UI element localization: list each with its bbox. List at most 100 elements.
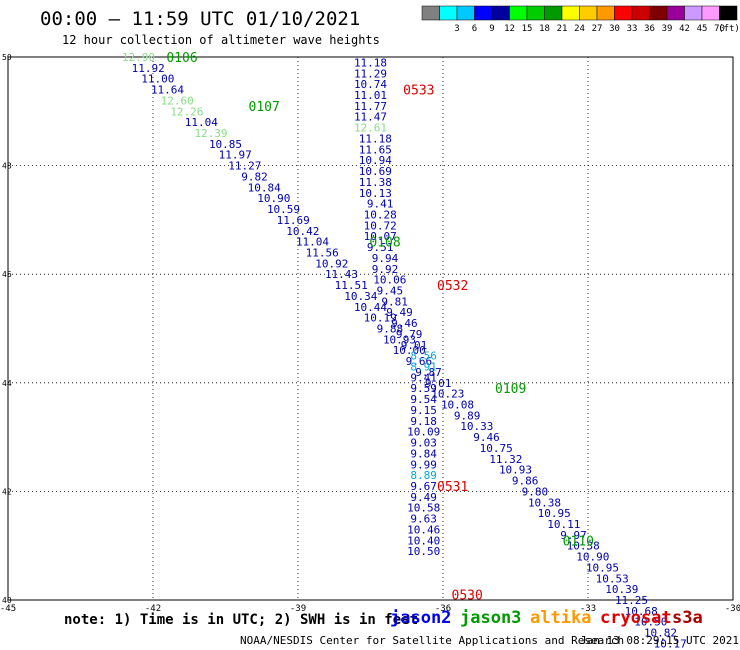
colorbar-swatch bbox=[614, 5, 633, 21]
colorbar-tick-label: 12 bbox=[504, 24, 515, 34]
y-tick-label: 42 bbox=[2, 487, 12, 496]
wave-height-point: 10.93 bbox=[499, 464, 532, 477]
colorbar-swatch bbox=[719, 5, 738, 21]
wave-height-point: 9.87 bbox=[415, 366, 442, 379]
colorbar-tick-label: 3 bbox=[454, 24, 459, 34]
wave-height-point: 11.18 bbox=[359, 132, 392, 145]
colorbar-swatch bbox=[491, 5, 510, 21]
wave-height-point: 12.39 bbox=[194, 127, 227, 140]
wave-height-point: 10.33 bbox=[460, 420, 493, 433]
wave-height-point: 10.40 bbox=[663, 648, 696, 650]
colorbar-swatch bbox=[666, 5, 685, 21]
wave-height-point: 9.41 bbox=[410, 371, 437, 384]
pass-time-label: 0532 bbox=[437, 279, 468, 294]
x-tick-label: -39 bbox=[290, 604, 306, 614]
wave-height-point: 9.46 bbox=[473, 431, 500, 444]
wave-height-point: 12.60 bbox=[161, 94, 194, 107]
colorbar-tick-label: 24 bbox=[574, 24, 585, 34]
wave-height-point: 9.46 bbox=[391, 317, 418, 330]
wave-height-point: 9.45 bbox=[377, 284, 404, 297]
wave-height-point: 10.72 bbox=[364, 219, 397, 232]
wave-height-point: 10.90 bbox=[257, 192, 290, 205]
wave-height-point: 11.65 bbox=[359, 143, 392, 156]
wave-height-point: 11.38 bbox=[359, 176, 392, 189]
colorbar-swatch bbox=[544, 5, 563, 21]
wave-height-point: 9.01 bbox=[425, 377, 452, 390]
grid-lines bbox=[8, 57, 733, 600]
wave-height-point: 9.54 bbox=[410, 393, 437, 406]
wave-height-point: 10.93 bbox=[383, 333, 416, 346]
wave-height-point: 10.38 bbox=[528, 496, 561, 509]
wave-height-point: 10.06 bbox=[373, 274, 406, 287]
footer-timestamp: Jan 13 08:29:15 UTC 2021 bbox=[580, 634, 739, 647]
x-tick-label: -42 bbox=[145, 604, 161, 614]
colorbar-tick-label: 9 bbox=[489, 24, 494, 34]
wave-height-point: 9.15 bbox=[410, 404, 437, 417]
colorbar-unit: (ft) bbox=[718, 24, 740, 34]
wave-height-point: 10.50 bbox=[407, 545, 440, 558]
wave-height-point: 9.97 bbox=[560, 529, 587, 542]
wave-height-point: 9.63 bbox=[410, 513, 437, 526]
wave-height-point: 11.25 bbox=[615, 594, 648, 607]
wave-height-point: 9.18 bbox=[410, 415, 437, 428]
wave-height-point: 10.84 bbox=[248, 181, 281, 194]
page-subtitle: 12 hour collection of altimeter wave hei… bbox=[62, 33, 380, 47]
legend-s3a: s3a bbox=[672, 608, 703, 628]
wave-height-point: 11.43 bbox=[325, 268, 358, 281]
wave-height-point: 9.86 bbox=[512, 475, 539, 488]
wave-height-point: 11.47 bbox=[354, 111, 387, 124]
wave-height-point: 8.56 bbox=[410, 350, 437, 363]
colorbar-swatch bbox=[439, 5, 458, 21]
wave-height-point: 10.82 bbox=[644, 627, 677, 640]
wave-height-point: 10.40 bbox=[407, 534, 440, 547]
wave-height-point: 10.34 bbox=[344, 290, 377, 303]
colorbar-swatch bbox=[474, 5, 493, 21]
y-tick-label: 46 bbox=[2, 270, 12, 279]
wave-height-point: 9.94 bbox=[372, 252, 399, 265]
colorbar-swatch bbox=[579, 5, 598, 21]
wave-height-point: 9.49 bbox=[410, 491, 437, 504]
wave-height-point: 11.04 bbox=[296, 236, 329, 249]
colorbar-tick-label: 6 bbox=[472, 24, 477, 34]
wave-height-point: 10.69 bbox=[359, 165, 392, 178]
wave-height-point: 10.42 bbox=[286, 225, 319, 238]
wave-height-point: 10.90 bbox=[576, 551, 609, 564]
wave-height-point: 10.94 bbox=[359, 154, 392, 167]
wave-height-point: 12.61 bbox=[354, 122, 387, 135]
wave-height-point: 11.27 bbox=[228, 160, 261, 173]
wave-height-point: 9.80 bbox=[522, 485, 549, 498]
time-labels: 0106 0107 0108 0109 0110 0533 0532 0531 0530 bbox=[166, 51, 594, 604]
wave-height-point: 10.95 bbox=[586, 561, 619, 574]
colorbar-swatch bbox=[631, 5, 650, 21]
wave-height-point: 11.01 bbox=[354, 89, 387, 102]
wave-height-point: 11.97 bbox=[219, 149, 252, 162]
wave-height-point: 10.17 bbox=[654, 637, 687, 650]
pass-time-label: 0531 bbox=[437, 480, 468, 495]
colorbar-swatch bbox=[701, 5, 720, 21]
colorbar-tick-label: 42 bbox=[679, 24, 690, 34]
wave-height-point: 10.09 bbox=[407, 426, 440, 439]
x-tick-label: -45 bbox=[0, 604, 16, 614]
wave-height-point: 10.28 bbox=[364, 208, 397, 221]
pass-time-label: 0110 bbox=[563, 534, 594, 549]
colorbar-tick-label: 36 bbox=[644, 24, 655, 34]
wave-height-point: 10.74 bbox=[354, 78, 387, 91]
wave-height-point: 9.66 bbox=[406, 355, 433, 368]
legend-jason2: jason2 bbox=[390, 608, 452, 628]
wave-height-point: 9.49 bbox=[386, 306, 413, 319]
wave-height-point: 9.67 bbox=[410, 480, 437, 493]
wave-height-point: 11.29 bbox=[354, 67, 387, 80]
colorbar-swatch bbox=[526, 5, 545, 21]
wave-height-point: 9.01 bbox=[401, 339, 428, 352]
colorbar-swatch bbox=[684, 5, 703, 21]
wave-height-point: 11.18 bbox=[354, 56, 387, 69]
wave-height-point: 11.51 bbox=[335, 279, 368, 292]
wave-height-point: 10.92 bbox=[315, 257, 348, 270]
pass-time-label: 0109 bbox=[495, 382, 526, 397]
colorbar-tick-label: 70 bbox=[714, 24, 725, 34]
wave-height-point: 10.53 bbox=[596, 572, 629, 585]
pass-time-label: 0106 bbox=[166, 51, 197, 66]
wave-height-point: 9.84 bbox=[410, 447, 437, 460]
wave-height-point: 12.26 bbox=[170, 105, 203, 118]
